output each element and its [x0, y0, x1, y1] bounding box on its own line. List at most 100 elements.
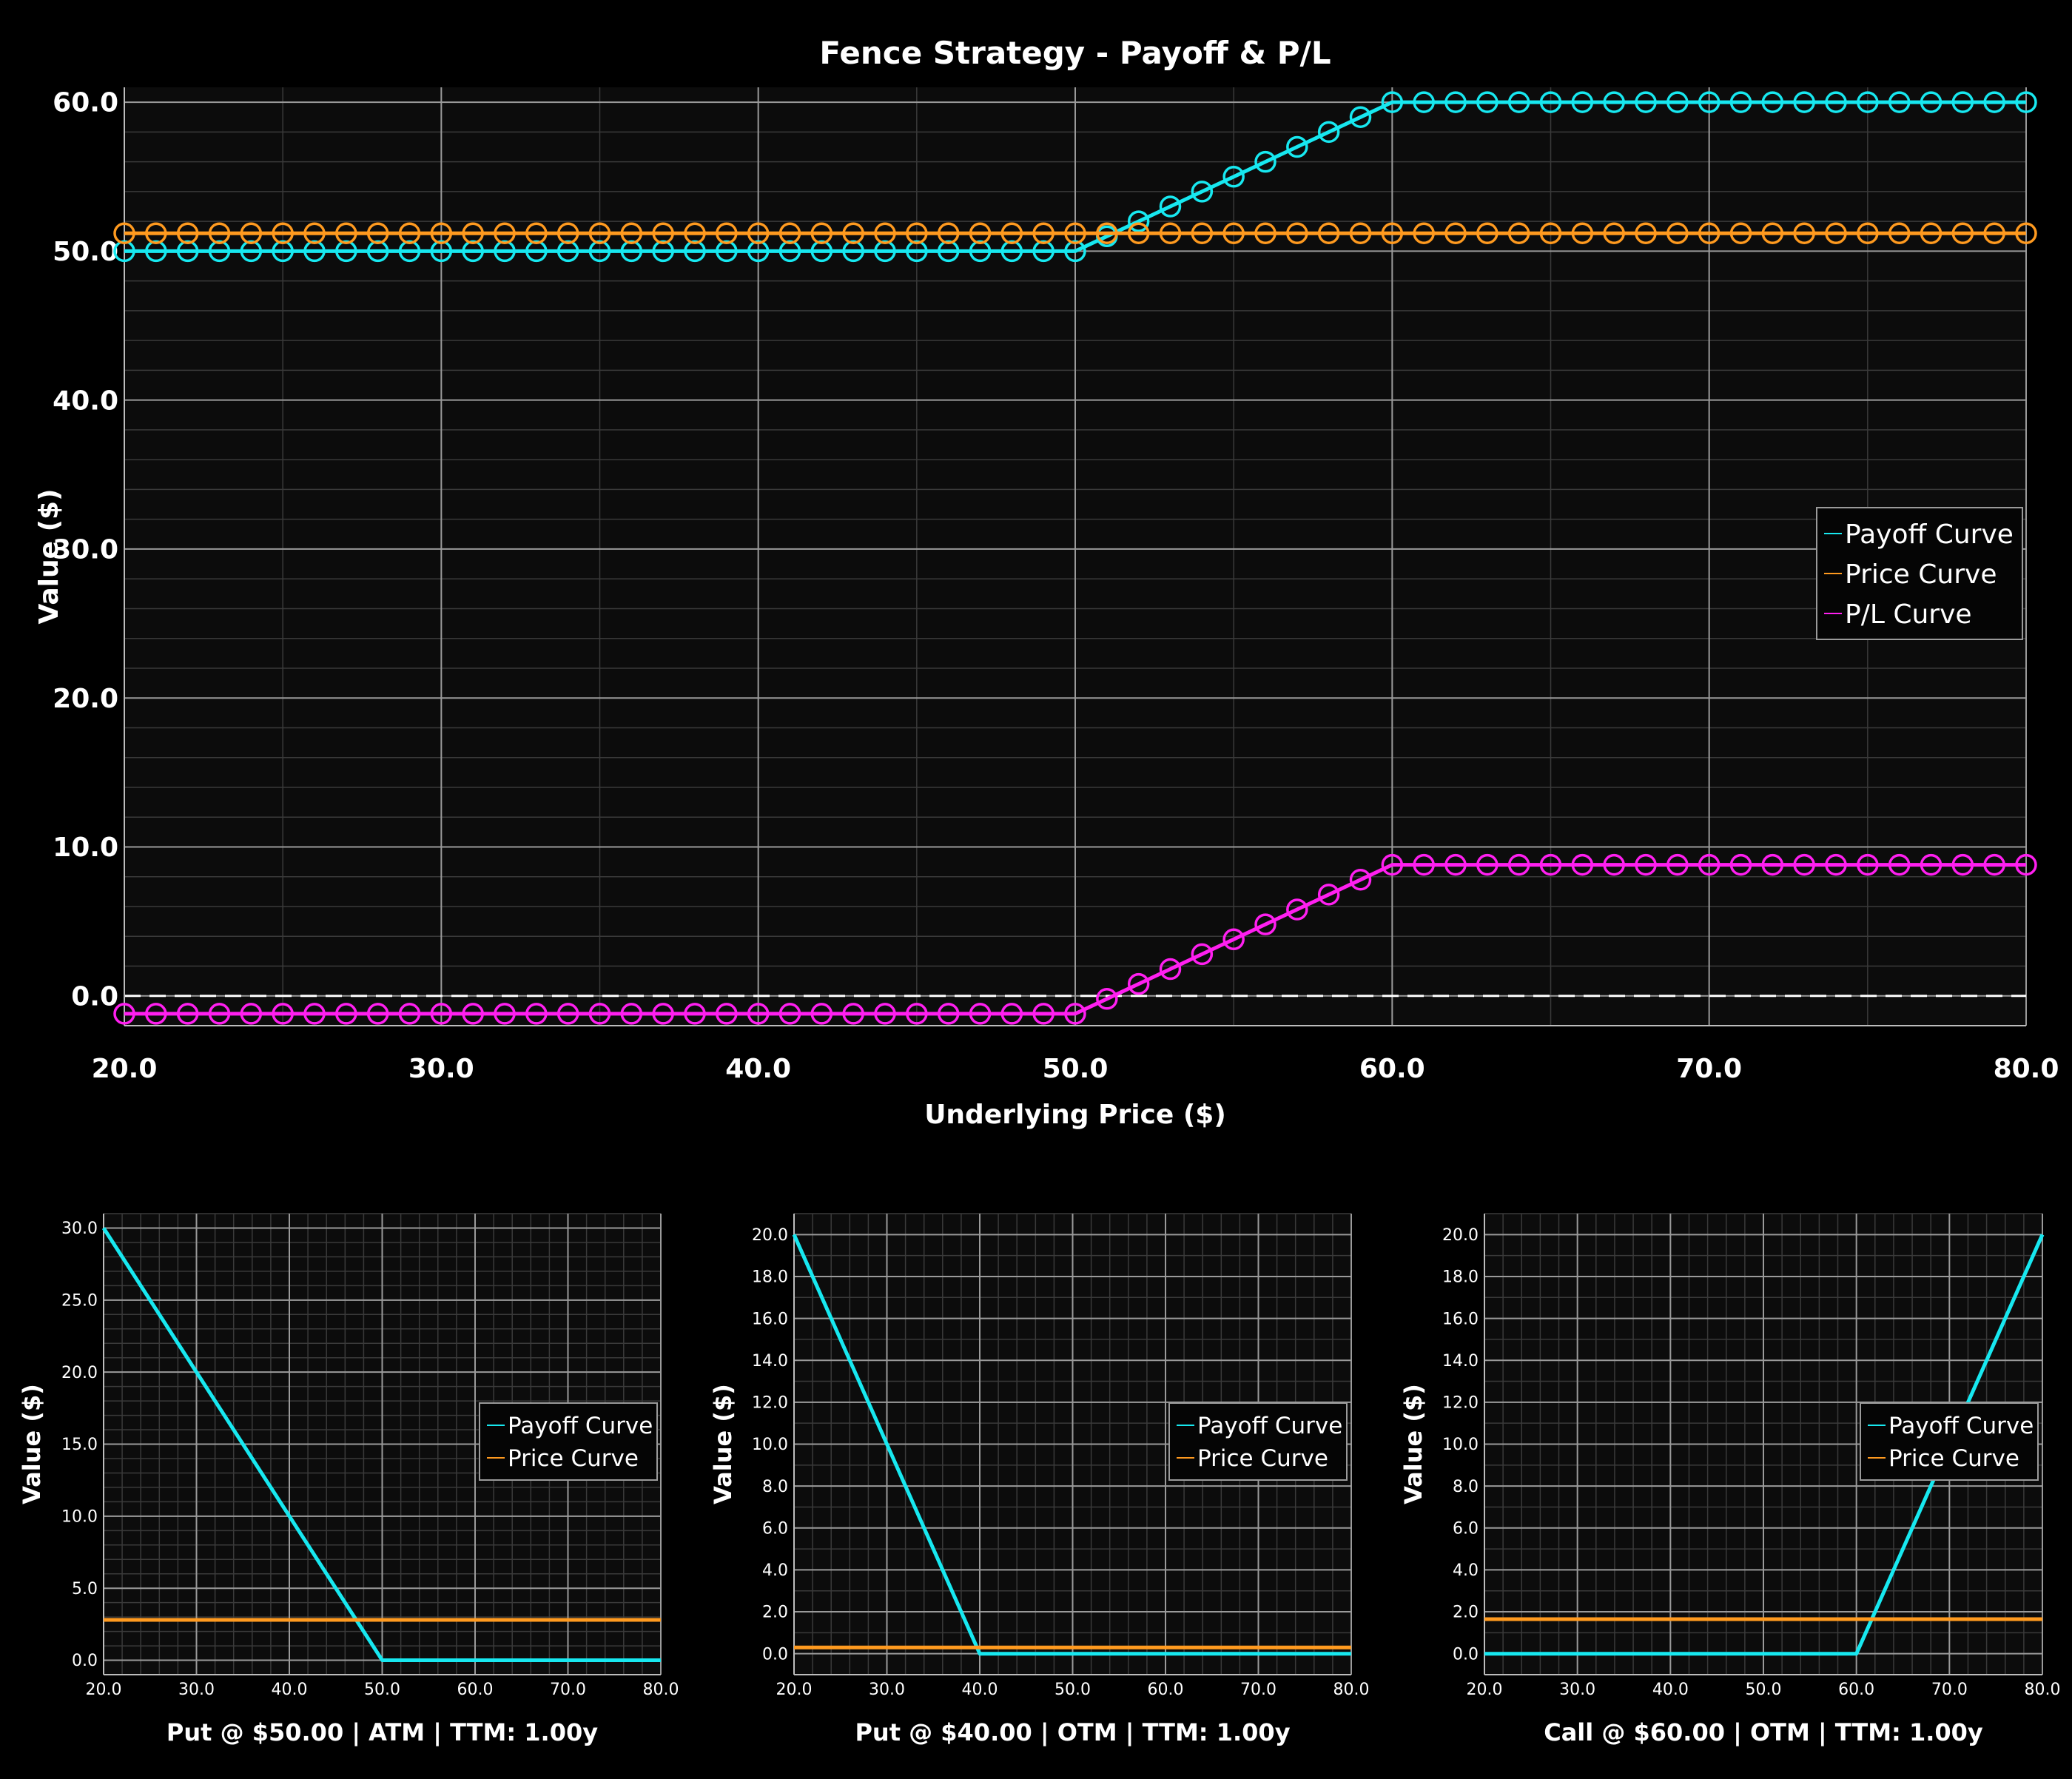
data-point [684, 1003, 706, 1025]
data-point [1888, 91, 1911, 113]
series-payoff-curve [113, 91, 2037, 263]
data-point [1539, 222, 1562, 244]
data-point [1191, 222, 1214, 244]
data-point [1064, 1003, 1086, 1025]
data-point [1413, 91, 1435, 113]
data-point [1857, 91, 1879, 113]
data-point [335, 222, 357, 244]
chart-title: Fence Strategy - Payoff & P/L [819, 35, 1331, 71]
data-point [1222, 928, 1245, 951]
data-point [1476, 853, 1498, 876]
data-point [430, 1003, 453, 1025]
x-tick-label: 20.0 [1467, 1681, 1503, 1699]
x-tick-label: 50.0 [1054, 1681, 1091, 1699]
data-point [969, 240, 992, 263]
y-axis-label: Value ($) [34, 488, 64, 624]
data-point [2015, 222, 2037, 244]
data-point [176, 240, 199, 263]
series-payoff-curve [1484, 1234, 2045, 1656]
x-tick-label: 60.0 [1148, 1681, 1184, 1699]
legend-box [1860, 1402, 2039, 1481]
data-point [747, 222, 770, 244]
data-point [525, 222, 548, 244]
data-point [176, 1003, 199, 1025]
data-point [969, 1003, 992, 1025]
y-tick-label: 20.0 [61, 1364, 98, 1382]
series-line [124, 863, 2026, 1016]
data-point [1381, 853, 1404, 876]
data-point [240, 1003, 263, 1025]
data-point [716, 240, 738, 263]
data-point [937, 222, 960, 244]
data-point [906, 240, 928, 263]
data-point [494, 240, 516, 263]
y-tick-label: 12.0 [1442, 1394, 1479, 1413]
data-point [1666, 222, 1689, 244]
x-tick-label: 50.0 [364, 1681, 400, 1699]
x-tick-label: 40.0 [272, 1681, 308, 1699]
data-point [2015, 91, 2037, 113]
data-point [1539, 91, 1562, 113]
series-price-curve [113, 222, 2037, 244]
x-tick-label: 30.0 [408, 1054, 474, 1084]
data-point [1635, 91, 1657, 113]
data-point [1793, 853, 1815, 876]
y-tick-label: 25.0 [61, 1292, 98, 1311]
data-point [1698, 853, 1720, 876]
data-point [1698, 222, 1720, 244]
x-axis-label: Underlying Price ($) [924, 1100, 1226, 1130]
x-tick-label: 70.0 [550, 1681, 586, 1699]
data-point [716, 222, 738, 244]
data-point [652, 240, 674, 263]
data-point [303, 240, 326, 263]
legend-label: Price Curve [1845, 559, 1997, 590]
legend-label: Price Curve [508, 1445, 639, 1472]
data-point [208, 222, 231, 244]
data-point [1761, 853, 1784, 876]
x-tick-label: 20.0 [92, 1054, 158, 1084]
x-tick-label: 70.0 [1240, 1681, 1276, 1699]
data-point [1507, 91, 1530, 113]
y-tick-label: 2.0 [1453, 1604, 1479, 1622]
data-point [1286, 135, 1308, 158]
x-tick-label: 50.0 [1746, 1681, 1782, 1699]
data-point [1920, 222, 1942, 244]
data-point [778, 222, 801, 244]
x-tick-label: 60.0 [1838, 1681, 1874, 1699]
y-tick-label: 60.0 [53, 88, 118, 118]
y-tick-label: 14.0 [752, 1352, 788, 1371]
data-point [1825, 222, 1847, 244]
data-point [1888, 853, 1911, 876]
data-point [303, 222, 326, 244]
chart-put40: 20.0 30.0 40.0 50.0 60.0 70.0 80.0 0.0 2.0 4.0 6.0… [709, 1213, 1369, 1747]
legend-label: Payoff Curve [1197, 1413, 1342, 1439]
data-point [1825, 853, 1847, 876]
data-point [1951, 91, 1974, 113]
data-point [588, 1003, 611, 1025]
y-tick-label: 4.0 [762, 1561, 788, 1580]
data-point [398, 1003, 421, 1025]
data-point [1825, 91, 1847, 113]
x-tick-label: 40.0 [1652, 1681, 1689, 1699]
x-tick-label: 60.0 [1359, 1054, 1425, 1084]
data-point [113, 222, 135, 244]
data-point [1349, 222, 1372, 244]
data-point [1698, 91, 1720, 113]
data-point [366, 240, 389, 263]
data-point [1571, 91, 1594, 113]
data-point [556, 222, 579, 244]
y-tick-label: 0.0 [1453, 1645, 1479, 1664]
data-point [874, 222, 896, 244]
data-point [525, 1003, 548, 1025]
y-tick-label: 30.0 [53, 535, 118, 565]
y-tick-label: 16.0 [752, 1310, 788, 1328]
y-tick-label: 40.0 [53, 386, 118, 416]
legend-label: Payoff Curve [508, 1413, 653, 1439]
data-point [1761, 91, 1784, 113]
y-tick-label: 10.0 [752, 1436, 788, 1454]
data-point [1571, 853, 1594, 876]
data-point [1857, 222, 1879, 244]
data-point [1951, 853, 1974, 876]
data-point [1159, 195, 1182, 218]
